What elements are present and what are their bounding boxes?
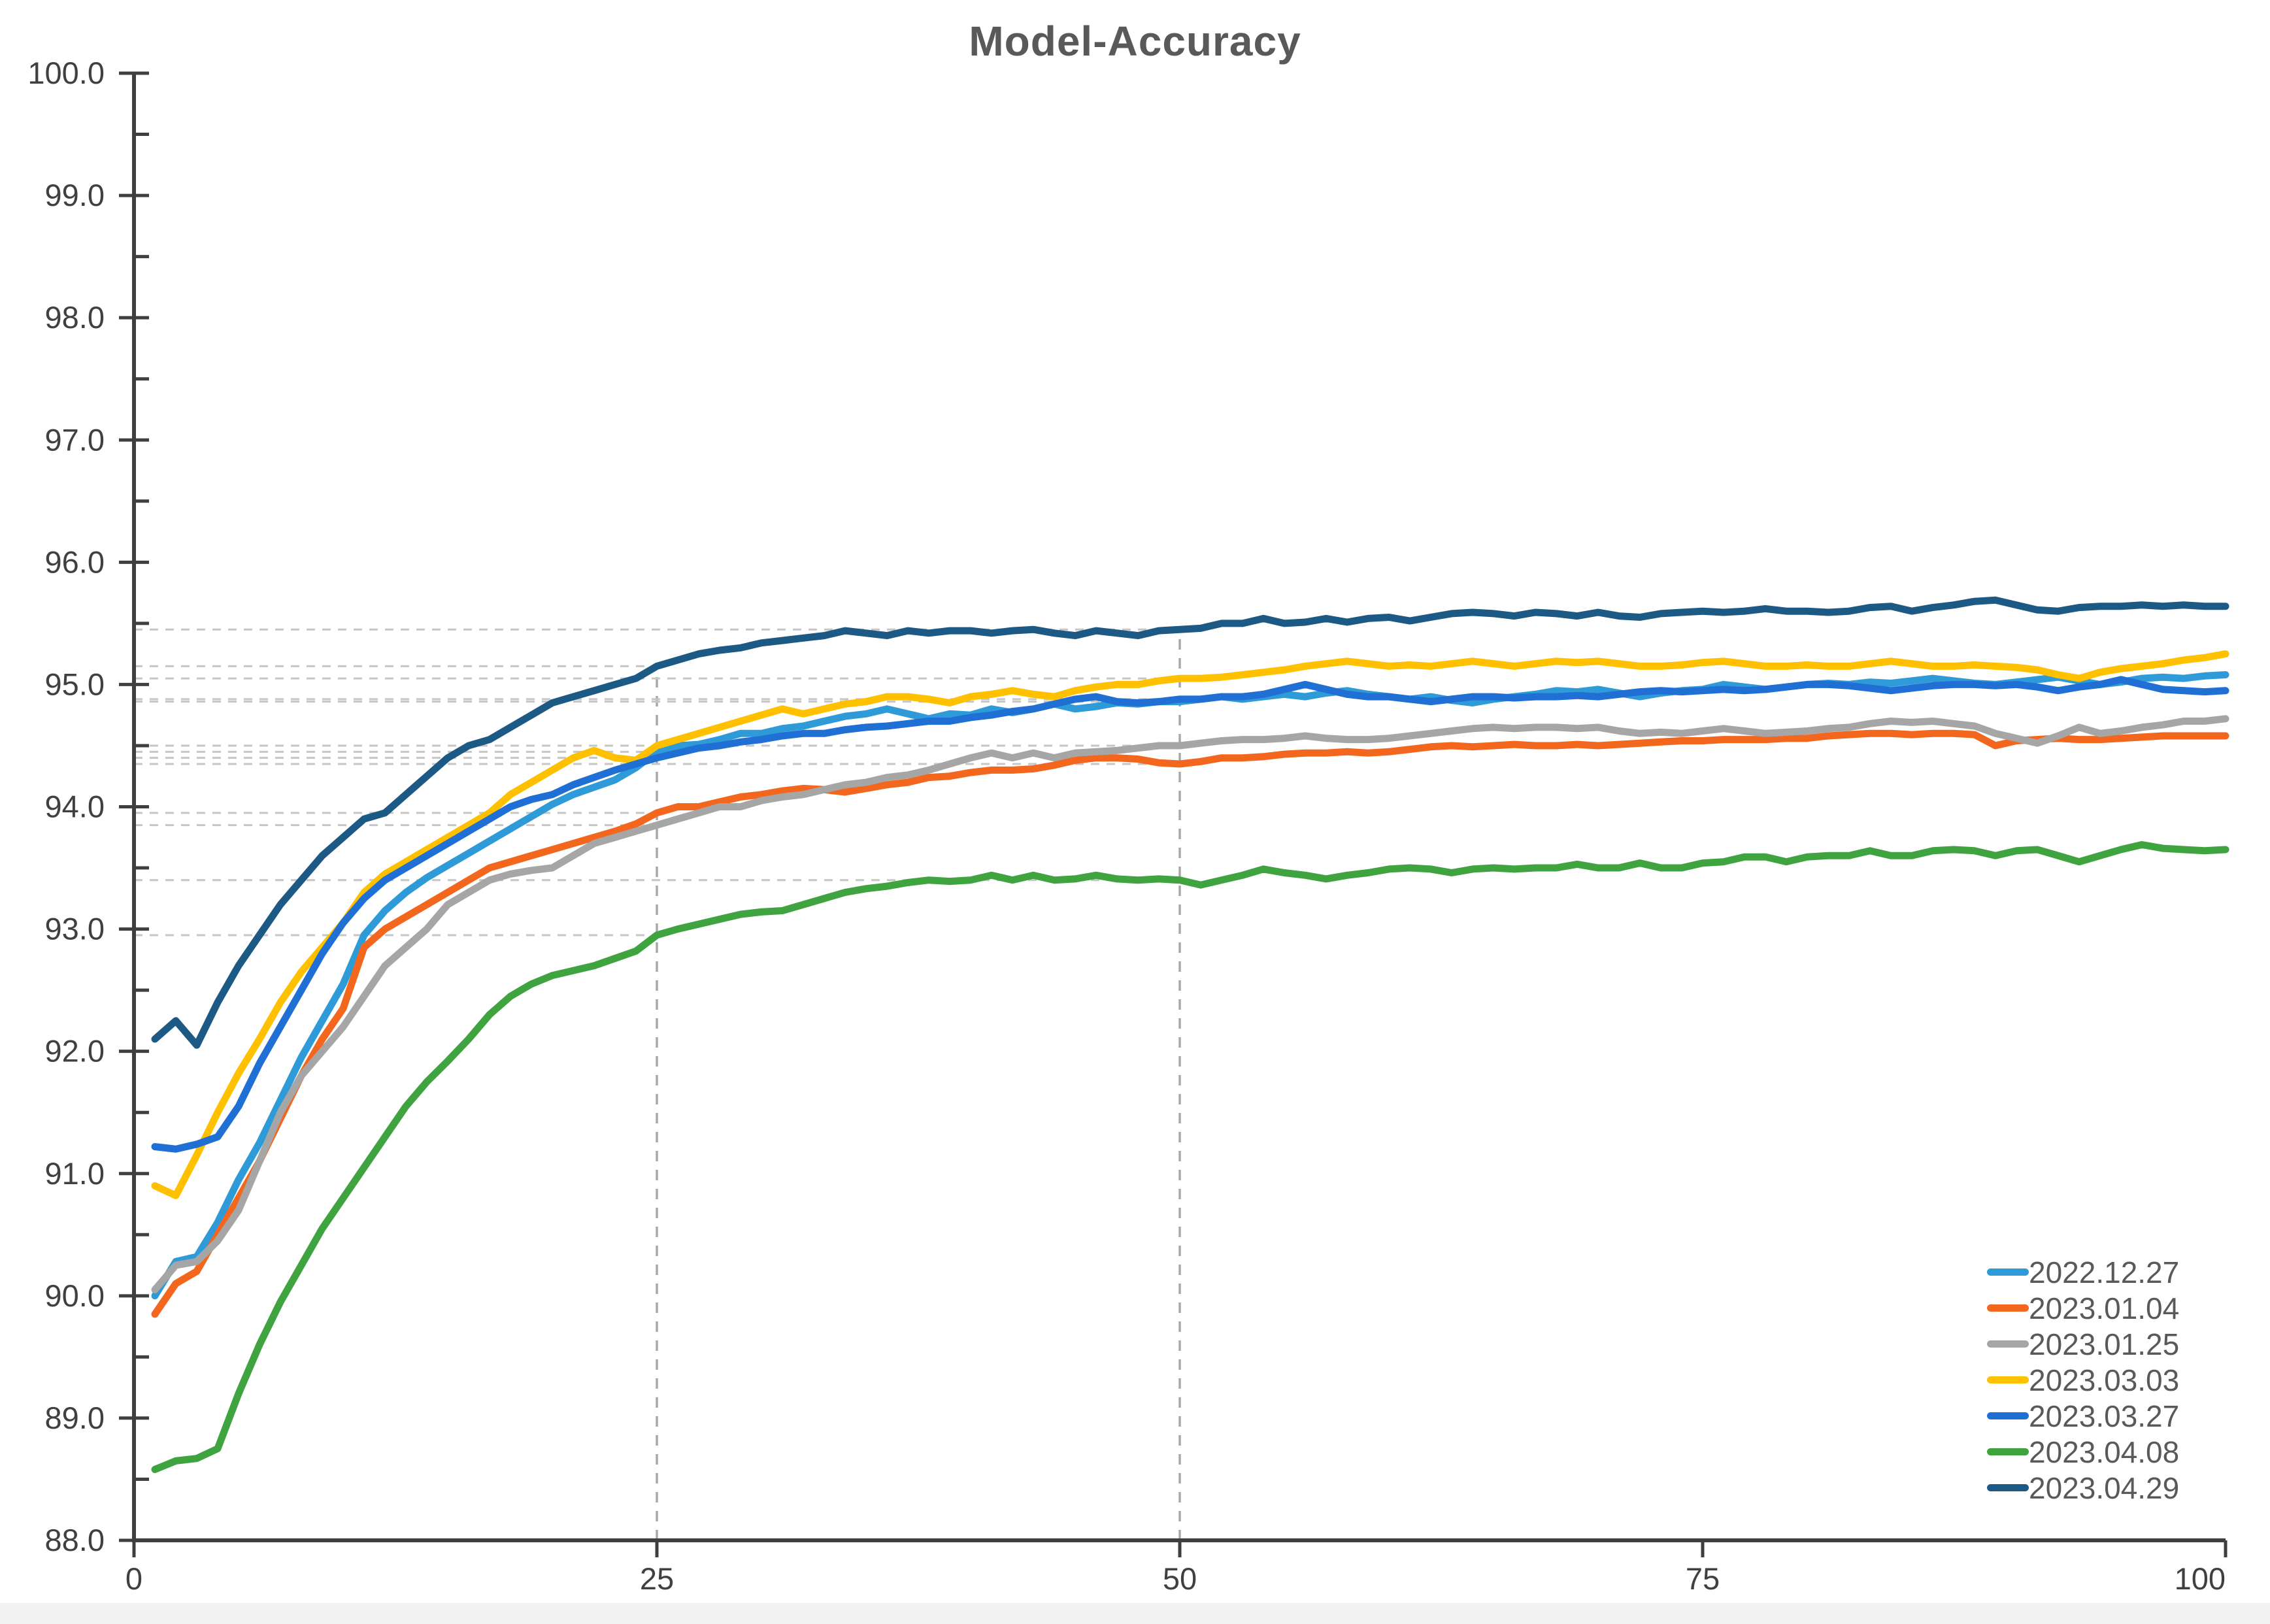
legend-swatch	[1987, 1412, 2029, 1419]
svg-text:95.0: 95.0	[45, 667, 105, 701]
series-line-2023.04.29	[151, 596, 2229, 1049]
chart-title: Model-Accuracy	[969, 18, 1301, 65]
legend-label: 2023.01.04	[2029, 1291, 2180, 1325]
legend-swatch	[1987, 1268, 2029, 1276]
svg-text:75: 75	[1686, 1561, 1720, 1596]
x-axis-ticks: 0 25 50 75 100	[125, 1540, 2228, 1596]
svg-text:96.0: 96.0	[45, 544, 105, 579]
y-axis-ticks: 100.0 99.0 98.0 97.0 96.0 95.0 94.0 93.0 92.0 91.…	[27, 56, 149, 1557]
legend-label: 2023.04.29	[2029, 1470, 2180, 1505]
series-line-2023.01.04	[151, 729, 2229, 1318]
svg-text:90.0: 90.0	[45, 1278, 105, 1313]
legend-swatch	[1987, 1448, 2029, 1455]
legend-item-2023.01.04: 2023.01.04	[1987, 1290, 2179, 1326]
svg-text:99.0: 99.0	[45, 178, 105, 212]
svg-text:89.0: 89.0	[45, 1400, 105, 1435]
legend-item-2022.12.27: 2022.12.27	[1987, 1254, 2179, 1290]
legend-item-2023.04.29: 2023.04.29	[1987, 1470, 2179, 1506]
series-line-2022.12.27	[151, 671, 2229, 1300]
legend-label: 2023.04.08	[2029, 1434, 2180, 1469]
svg-text:98.0: 98.0	[45, 300, 105, 335]
legend-item-2023.04.08: 2023.04.08	[1987, 1434, 2179, 1470]
svg-text:91.0: 91.0	[45, 1156, 105, 1191]
series-line-2023.03.27	[151, 676, 2229, 1153]
legend-item-2023.01.25: 2023.01.25	[1987, 1326, 2179, 1362]
svg-text:97.0: 97.0	[45, 422, 105, 457]
legend-swatch	[1987, 1376, 2029, 1384]
legend-item-2023.03.27: 2023.03.27	[1987, 1398, 2179, 1434]
legend-label: 2023.03.27	[2029, 1399, 2180, 1433]
legend-swatch	[1987, 1484, 2029, 1491]
series-lines	[151, 596, 2229, 1473]
svg-text:92.0: 92.0	[45, 1034, 105, 1069]
svg-text:100.0: 100.0	[27, 56, 105, 90]
legend-item-2023.03.03: 2023.03.03	[1987, 1362, 2179, 1398]
legend-label: 2022.12.27	[2029, 1255, 2180, 1289]
axes	[132, 73, 2226, 1542]
svg-text:25: 25	[640, 1561, 674, 1596]
svg-text:93.0: 93.0	[45, 912, 105, 946]
bottom-edge-strip	[0, 1603, 2270, 1624]
svg-text:88.0: 88.0	[45, 1523, 105, 1557]
legend: 2022.12.27 2023.01.04 2023.01.25 2023.03.03…	[1987, 1254, 2179, 1506]
legend-swatch	[1987, 1304, 2029, 1312]
svg-text:94.0: 94.0	[45, 789, 105, 824]
series-line-2023.04.08	[151, 841, 2229, 1473]
svg-text:0: 0	[125, 1561, 142, 1596]
legend-swatch	[1987, 1340, 2029, 1348]
legend-label: 2023.01.25	[2029, 1327, 2180, 1361]
svg-text:50: 50	[1163, 1561, 1197, 1596]
series-line-2023.03.03	[151, 650, 2229, 1199]
legend-label: 2023.03.03	[2029, 1363, 2180, 1397]
svg-text:100: 100	[2175, 1561, 2226, 1596]
series-line-2023.01.25	[151, 715, 2229, 1293]
